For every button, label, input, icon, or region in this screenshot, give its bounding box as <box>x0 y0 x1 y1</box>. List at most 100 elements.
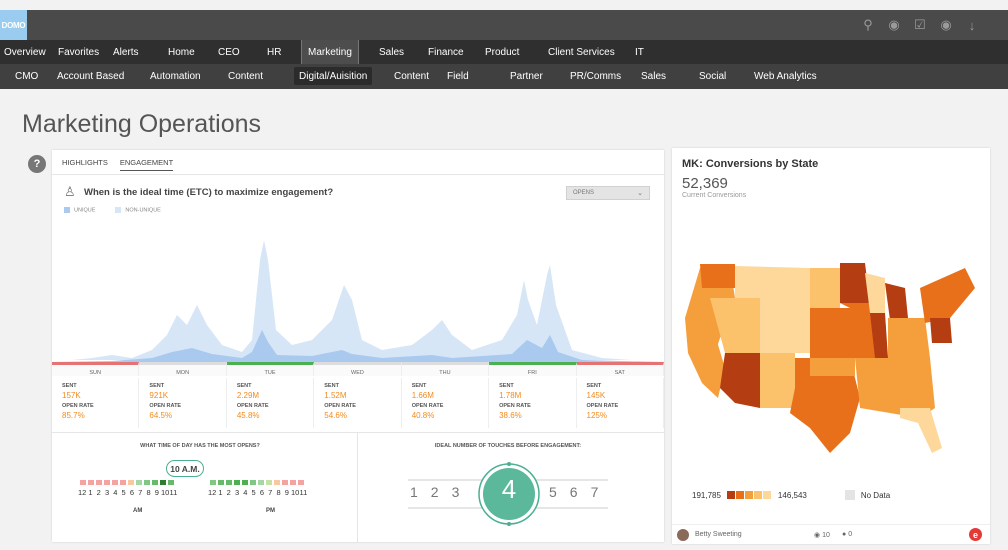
heat-seg <box>120 480 126 485</box>
globe-icon[interactable]: ◉ <box>888 17 900 32</box>
download-icon[interactable]: ↓ <box>968 17 976 33</box>
subnav-social[interactable]: Social <box>699 71 727 82</box>
touch-num: 7 <box>590 484 599 500</box>
map-ohio-valley <box>888 318 930 358</box>
avatar[interactable] <box>677 528 689 541</box>
heat-seg <box>210 480 216 485</box>
legend-swatch-4 <box>753 491 762 499</box>
subnav-content[interactable]: Content <box>228 71 264 82</box>
subnav-field[interactable]: Field <box>447 71 469 82</box>
map-michigan <box>885 283 908 320</box>
legend-swatch-nonunique <box>115 207 122 213</box>
heat-seg <box>242 480 248 485</box>
subnav-cmo[interactable]: CMO <box>15 71 39 82</box>
subnav-content-2[interactable]: Content <box>394 71 430 82</box>
nav-marketing[interactable]: Marketing <box>301 40 359 64</box>
sent-label: SENT <box>324 383 339 389</box>
map-washington <box>700 264 735 288</box>
nav-favorites[interactable]: Favorites <box>58 46 100 58</box>
subnav-digital-acquisition[interactable]: Digital/Auisition <box>294 67 373 85</box>
stat-fri: SENT 1.78M OPEN RATE 38.6% <box>489 378 577 428</box>
heat-seg <box>258 480 264 485</box>
conversions-title: MK: Conversions by State <box>682 158 819 170</box>
hour-label: 6 <box>259 488 265 497</box>
map-nebraska-kansas <box>810 308 850 358</box>
nav-client-services[interactable]: Client Services <box>548 46 615 58</box>
conversions-card: MK: Conversions by State 52,369 Current … <box>672 148 990 544</box>
nav-ceo[interactable]: CEO <box>218 46 240 58</box>
hour-label: 8 <box>276 488 281 497</box>
heat-seg <box>136 480 142 485</box>
e-logo-icon[interactable]: e <box>969 528 982 541</box>
domo-logo[interactable]: DOMO <box>0 10 27 40</box>
hour-label: 12 <box>208 488 217 497</box>
touches-value: 4 <box>501 474 517 504</box>
time-of-day-title: WHAT TIME OF DAY HAS THE MOST OPENS? <box>140 443 260 449</box>
hour-label: 12 <box>78 488 87 497</box>
nav-alerts[interactable]: Alerts <box>113 46 139 58</box>
heat-seg <box>226 480 232 485</box>
touch-num: 1 <box>410 484 418 500</box>
author-name[interactable]: Betty Sweeting <box>695 531 742 538</box>
map-florida <box>900 408 942 453</box>
page-title: Marketing Operations <box>22 110 262 138</box>
day-header-wed: WED <box>314 362 402 376</box>
best-time-pill: 10 A.M. <box>166 460 204 477</box>
conversions-subtitle: Current Conversions <box>682 192 747 199</box>
heat-seg <box>298 480 304 485</box>
map-iowa-missouri <box>840 303 875 358</box>
open-rate-label: OPEN RATE <box>236 403 269 409</box>
subnav-partner[interactable]: Partner <box>510 71 543 82</box>
map-mountain <box>735 266 810 318</box>
hour-label: 2 <box>96 488 101 497</box>
subnav-pr-comms[interactable]: PR/Comms <box>570 71 622 82</box>
nav-sales[interactable]: Sales <box>379 46 405 58</box>
sent-value: 1.66M <box>411 391 434 400</box>
heat-seg <box>88 480 94 485</box>
hour-label: 1 <box>88 488 93 497</box>
card-footer: Betty Sweeting ◉ 10 ● 0 e <box>672 524 990 544</box>
am-label: AM <box>133 508 143 514</box>
unique-area <box>52 330 664 362</box>
open-rate-label: OPEN RATE <box>149 403 182 409</box>
touches-title: IDEAL NUMBER OF TOUCHES BEFORE ENGAGEMEN… <box>434 443 582 449</box>
search-icon[interactable]: ⚲ <box>863 17 873 32</box>
touch-num: 5 <box>549 484 557 500</box>
subnav-sales[interactable]: Sales <box>641 71 667 82</box>
map-colorado <box>760 318 810 353</box>
nav-hr[interactable]: HR <box>267 46 282 58</box>
pm-hours: 12 1 2 3 4 5 6 7 8 9 10 11 <box>208 488 308 497</box>
open-rate-value: 40.8% <box>411 411 435 420</box>
open-rate-value: 45.8% <box>236 411 260 420</box>
subnav-web-analytics[interactable]: Web Analytics <box>754 71 817 82</box>
top-bar: DOMO ⚲ ◉ ☑ ◉ ↓ <box>0 10 1008 40</box>
map-south <box>855 358 935 418</box>
chat-icon[interactable]: ◉ <box>940 17 952 32</box>
map-illinois <box>870 313 888 358</box>
subnav-automation[interactable]: Automation <box>150 71 201 82</box>
nav-overview[interactable]: Overview <box>4 46 46 58</box>
heat-seg <box>234 480 240 485</box>
nav-product[interactable]: Product <box>485 46 520 58</box>
help-icon[interactable]: ? <box>28 155 46 173</box>
chevron-down-icon: ⌄ <box>637 190 643 197</box>
comments-count[interactable]: ● 0 <box>842 531 852 538</box>
subnav-account-based[interactable]: Account Based <box>57 71 125 82</box>
nav-home[interactable]: Home <box>168 46 195 58</box>
day-stats: SENT 157K OPEN RATE 85.7% SENT 921K OPEN… <box>52 378 664 428</box>
hour-label: 11 <box>169 488 178 497</box>
nav-finance[interactable]: Finance <box>428 46 464 58</box>
day-header-fri: FRI <box>489 362 577 376</box>
stat-tue: SENT 2.29M OPEN RATE 45.8% <box>227 378 315 428</box>
tab-highlights[interactable]: HIGHLIGHTS <box>62 158 108 167</box>
open-rate-label: OPEN RATE <box>411 403 444 409</box>
open-rate-label: OPEN RATE <box>499 403 531 409</box>
nav-it[interactable]: IT <box>635 46 644 58</box>
tab-engagement[interactable]: ENGAGEMENT <box>119 158 174 171</box>
hour-label: 2 <box>226 488 231 497</box>
check-icon[interactable]: ☑ <box>914 17 926 32</box>
metric-dropdown[interactable]: OPENS ⌄ <box>566 186 650 200</box>
am-heat-row <box>80 480 174 485</box>
day-header-sat: SAT <box>576 362 664 376</box>
sent-label: SENT <box>586 383 602 389</box>
